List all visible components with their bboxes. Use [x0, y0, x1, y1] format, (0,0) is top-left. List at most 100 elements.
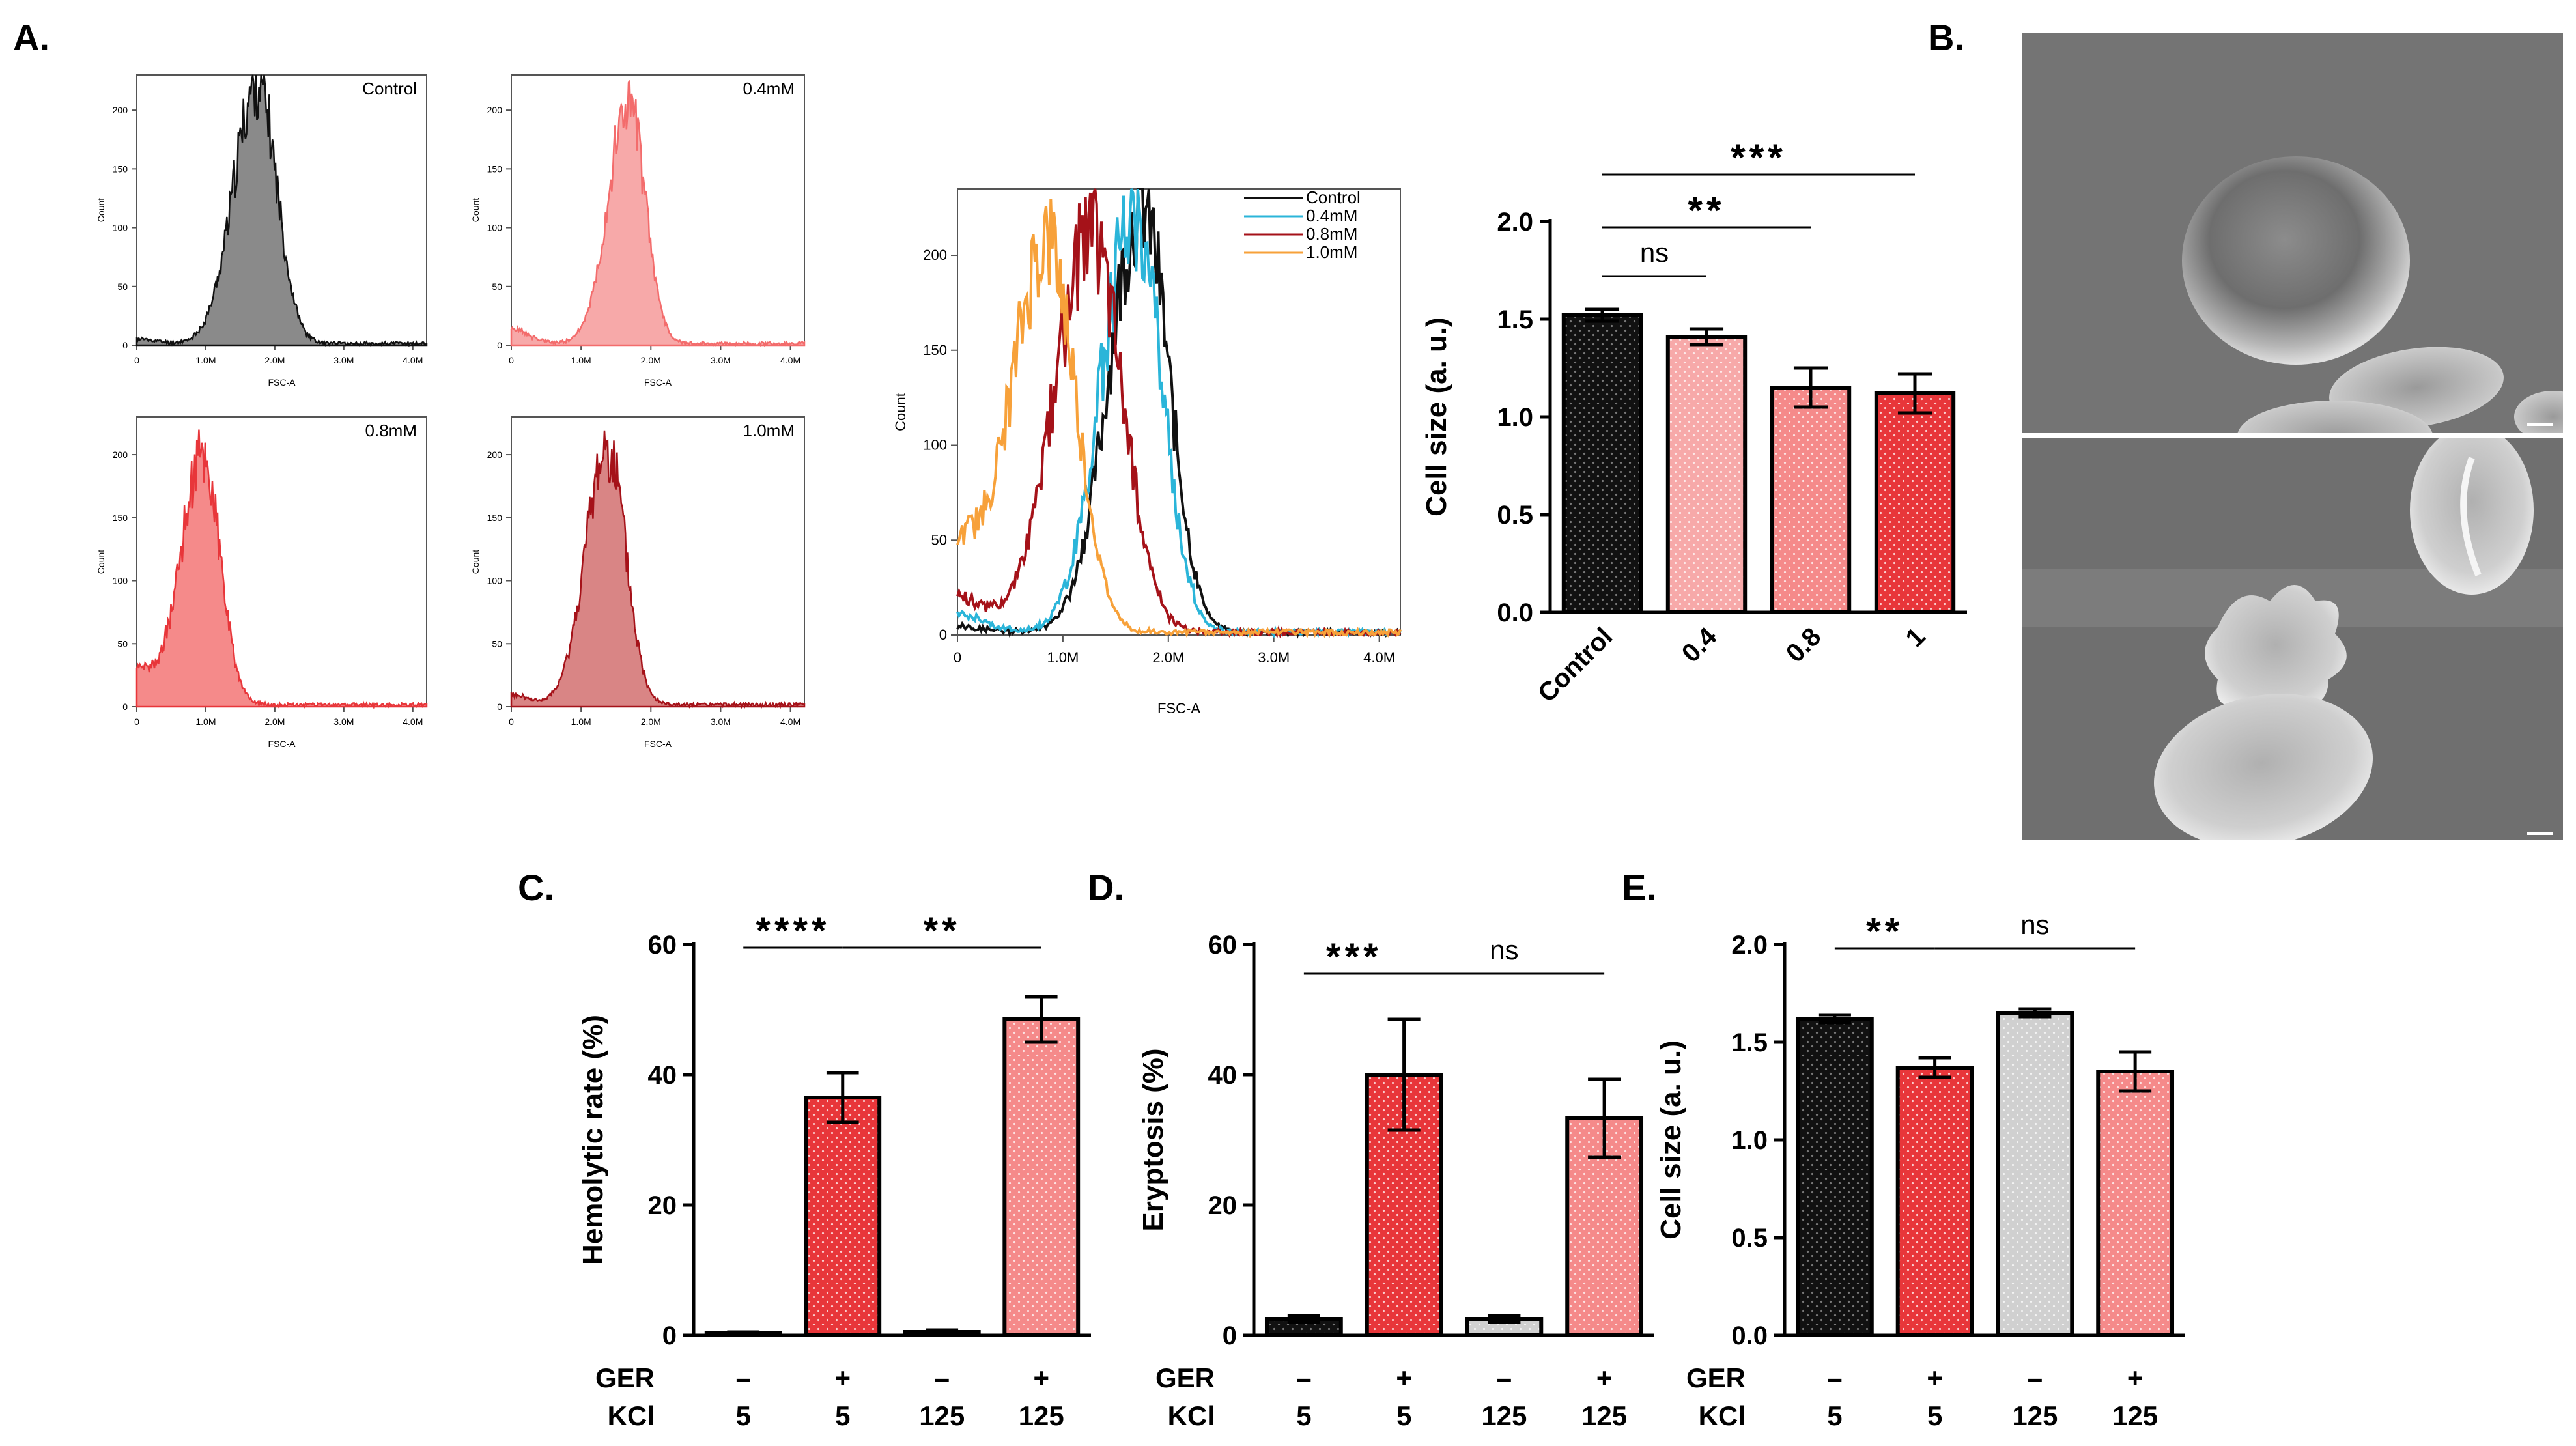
y-tick-label: 0.0 [1731, 1322, 1768, 1350]
y-tick-label: 150 [487, 513, 503, 523]
y-tick-label: 0 [939, 627, 947, 643]
y-tick-label: 50 [117, 638, 128, 649]
y-axis-label: Cell size (a. u.) [1655, 1040, 1687, 1240]
y-tick-label: 0.5 [1497, 501, 1533, 530]
x-axis-label: FSC-A [268, 739, 296, 749]
y-tick-label: 0.5 [1731, 1224, 1768, 1253]
category-label: – [736, 1363, 751, 1393]
category-label: – [1296, 1363, 1311, 1393]
y-axis-label: Eryptosis (%) [1137, 1048, 1169, 1231]
legend-entry: 0.8mM [1306, 224, 1357, 244]
row-label: KCl [608, 1400, 655, 1431]
x-tick-label: 0 [954, 649, 961, 666]
x-axis-label: FSC-A [644, 739, 672, 749]
sem-divider [2022, 433, 2563, 438]
y-tick-label: 2.0 [1731, 931, 1768, 959]
histogram-inset-label: 1.0mM [743, 421, 795, 440]
legend-entry: Control [1306, 188, 1361, 207]
y-tick-label: 0 [497, 702, 502, 712]
bar [1895, 1066, 1974, 1337]
histogram-area [135, 74, 428, 347]
x-tick-label: 3.0M [333, 355, 354, 365]
series-line [956, 188, 1402, 639]
y-tick-label: 20 [1208, 1191, 1238, 1220]
y-tick-label: 0 [122, 340, 128, 350]
y-tick-label: 150 [487, 163, 503, 174]
x-tick-label: 2.0M [641, 716, 661, 727]
category-label: 125 [1581, 1400, 1627, 1431]
x-tick-label: 4.0M [780, 355, 800, 365]
panel-label-d: D. [1088, 867, 1124, 908]
x-axis-label: FSC-A [268, 377, 296, 388]
category-label: 125 [2112, 1400, 2158, 1431]
series-line [956, 199, 1402, 639]
panel-label-a: A. [13, 17, 50, 58]
row-label: GER [1686, 1363, 1746, 1393]
category-label: + [1927, 1363, 1943, 1393]
x-tick-label: 2.0M [264, 716, 285, 727]
y-tick-label: 1.0 [1731, 1126, 1768, 1155]
y-axis-label: Cell size (a. u.) [1421, 317, 1452, 517]
y-tick-label: 1.0 [1497, 403, 1533, 432]
sem-image-normal-cell [2022, 33, 2563, 433]
x-tick-label: 3.0M [711, 716, 731, 727]
y-tick-label: 0 [1223, 1322, 1237, 1350]
y-axis-label: Count [470, 198, 481, 222]
bar [1874, 391, 1956, 614]
y-tick-label: 200 [113, 105, 128, 115]
x-tick-label: 0 [134, 716, 139, 727]
y-axis-label: Count [470, 550, 481, 574]
category-label: + [834, 1363, 851, 1393]
histogram-area [135, 429, 428, 710]
category-label: 125 [919, 1400, 965, 1431]
x-tick-label: 4.0M [1363, 649, 1395, 666]
y-tick-label: 60 [1208, 931, 1238, 959]
y-tick-label: 150 [923, 342, 947, 358]
significance-label: ns [2020, 909, 2049, 940]
y-tick-label: 200 [923, 247, 947, 263]
x-axis-label: FSC-A [1157, 700, 1200, 716]
significance-label: ns [1640, 237, 1669, 268]
y-tick-label: 100 [923, 437, 947, 453]
row-label: GER [1155, 1363, 1215, 1393]
x-axis-label: FSC-A [644, 377, 672, 388]
y-tick-label: 100 [113, 576, 128, 586]
x-tick-label: 3.0M [711, 355, 731, 365]
y-axis-label: Count [892, 393, 909, 431]
y-tick-label: 50 [931, 532, 947, 548]
y-tick-label: 200 [487, 105, 503, 115]
x-tick-label: 4.0M [403, 355, 423, 365]
category-label: – [2028, 1363, 2043, 1393]
bar [1795, 1017, 1874, 1337]
category-label: + [1596, 1363, 1613, 1393]
y-axis-label: Count [96, 550, 106, 574]
x-tick-label: 4.0M [403, 716, 423, 727]
y-tick-label: 2.0 [1497, 208, 1533, 236]
category-label: + [1033, 1363, 1049, 1393]
category-label: + [2127, 1363, 2144, 1393]
significance-label: *** [1731, 137, 1787, 179]
y-tick-label: 100 [487, 223, 503, 233]
panel-label-e: E. [1622, 867, 1656, 908]
y-tick-label: 150 [113, 513, 128, 523]
x-tick-label: 1.0M [195, 355, 216, 365]
y-tick-label: 200 [487, 449, 503, 460]
panel-label-c: C. [518, 867, 554, 908]
category-label: 125 [1481, 1400, 1527, 1431]
category-label: – [935, 1363, 950, 1393]
x-tick-label: 2.0M [641, 355, 661, 365]
plot-frame [957, 188, 1401, 636]
category-label: 5 [1927, 1400, 1942, 1431]
category-label: 5 [1396, 1400, 1411, 1431]
bar [1996, 1011, 2074, 1337]
y-tick-label: 40 [1208, 1061, 1238, 1090]
y-tick-label: 100 [487, 576, 503, 586]
x-tick-label: 4.0M [780, 716, 800, 727]
x-tick-label: 2.0M [264, 355, 285, 365]
